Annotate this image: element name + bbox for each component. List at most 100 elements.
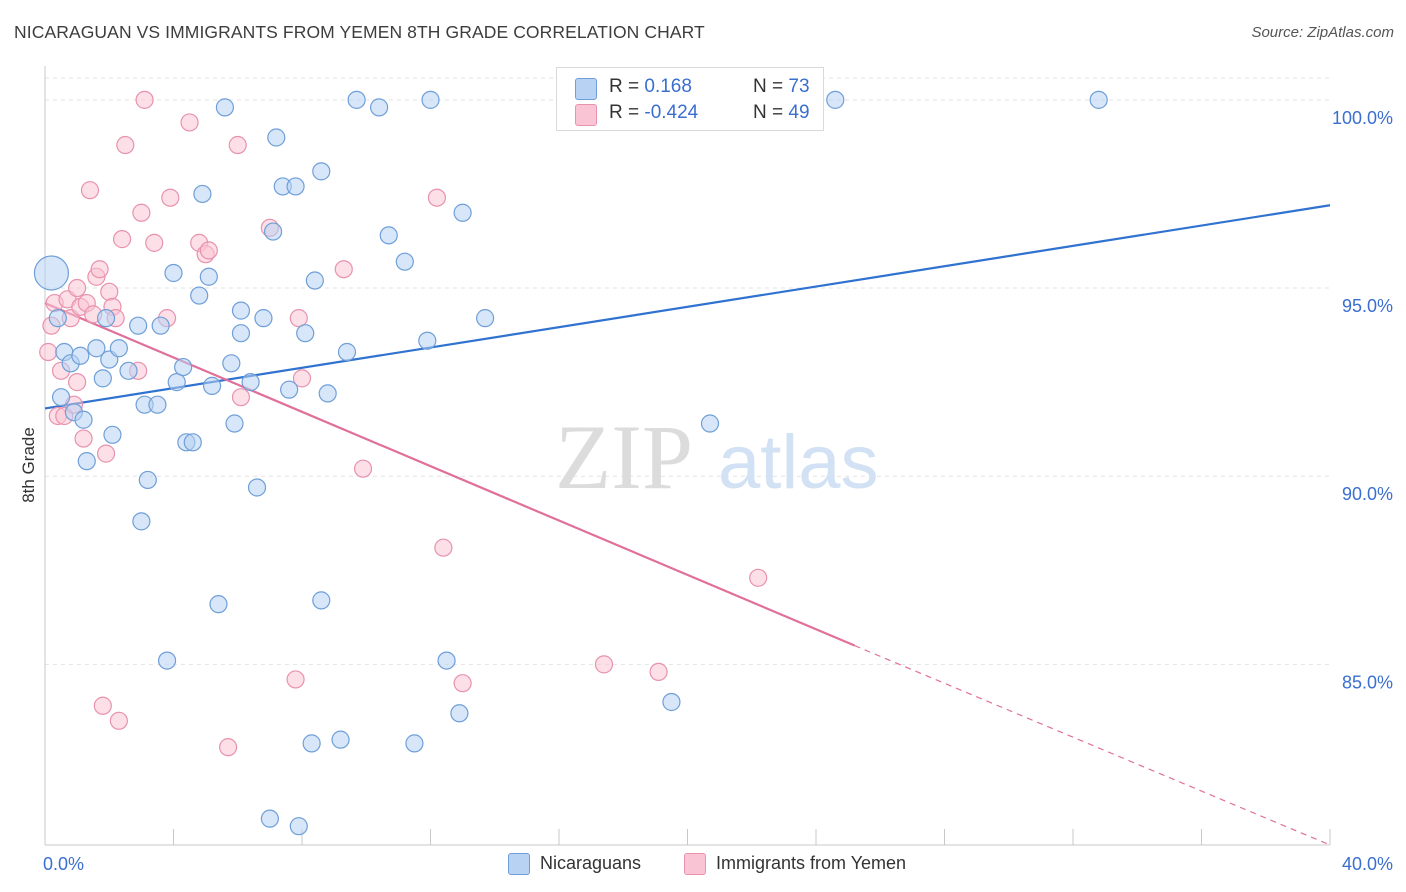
data-point-nicaraguans [312,162,331,181]
data-point-yemen [427,188,447,207]
data-point-nicaraguans [132,512,151,531]
data-point-nicaraguans [437,651,456,670]
data-point-yemen [135,90,154,109]
data-point-nicaraguans [138,470,157,490]
data-point-nicaraguans [129,316,148,335]
data-point-nicaraguans [826,90,845,109]
data-point-nicaraguans [289,817,308,836]
y-tick-label: 95.0% [1342,296,1393,316]
data-point-nicaraguans [209,595,228,614]
data-point-nicaraguans [337,342,357,362]
data-point-yemen [292,369,312,388]
series-label: Immigrants from Yemen [716,853,907,873]
data-point-nicaraguans [48,309,67,328]
data-point-nicaraguans [183,433,202,452]
data-point-nicaraguans [87,339,106,358]
legend-r-value: 0.168 [644,76,692,97]
data-point-yemen [749,568,768,587]
data-point-nicaraguans [96,309,116,328]
series-swatch-blue [508,853,530,875]
data-point-nicaraguans [453,203,472,222]
data-point-nicaraguans [202,376,222,395]
data-point-yemen [180,113,199,132]
watermark: ZIP atlas [555,406,879,508]
data-point-nicaraguans [148,395,167,414]
data-point-yemen [112,230,132,249]
data-point-nicaraguans [51,388,71,407]
data-point-yemen [353,459,373,478]
legend-n-value: 49 [788,102,810,123]
data-point-nicaraguans [302,734,321,753]
trend-line-nicaraguans [44,204,1331,410]
data-point-nicaraguans [450,704,469,723]
grid-layer [45,77,1330,665]
legend-n: N = 49 [753,102,810,123]
data-point-yemen [289,309,308,328]
data-point-nicaraguans [312,591,331,610]
data-point-yemen [286,670,305,689]
data-point-yemen [74,429,93,448]
data-point-nicaraguans [260,809,279,828]
data-point-yemen [334,260,353,279]
data-point-nicaraguans [199,267,218,286]
y-tick-label: 90.0% [1342,484,1393,504]
data-point-nicaraguans [421,90,440,109]
watermark-atlas: atlas [718,420,879,505]
data-point-nicaraguans [347,90,366,109]
legend-r-value: -0.424 [644,102,699,123]
data-point-nicaraguans [167,373,186,392]
x-tick-label: 0.0% [43,854,84,874]
data-point-nicaraguans [1089,90,1108,109]
data-point-yemen [100,282,119,301]
data-point-yemen [199,241,218,260]
data-point-yemen [96,444,116,463]
watermark-zip: ZIP [555,406,693,508]
data-point-nicaraguans [370,98,389,117]
correlation-legend: R = 0.168 N = 73 R = -0.424 N = 49 [556,67,824,131]
data-point-yemen [594,655,614,674]
data-point-nicaraguans [379,226,398,245]
data-point-yemen [68,278,87,298]
data-point-nicaraguans [247,478,267,497]
legend-n: N = 73 [753,76,810,97]
data-point-yemen [145,233,164,252]
data-point-nicaraguans [77,452,96,471]
x-tick-label: 40.0% [1342,854,1393,874]
data-point-nicaraguans [93,369,112,388]
data-point-yemen [116,135,135,155]
data-point-nicaraguans [164,263,183,283]
source-credit: Source: ZipAtlas.com [1251,24,1394,41]
data-point-nicaraguans [662,692,681,712]
data-point-yemen [93,696,112,715]
data-point-nicaraguans [225,414,244,433]
data-point-yemen [219,738,238,757]
data-point-nicaraguans [286,177,305,196]
series-label: Nicaraguans [540,853,642,873]
data-point-nicaraguans [231,301,251,320]
data-point-yemen [228,135,247,155]
data-point-nicaraguans [267,128,286,147]
data-point-nicaraguans [33,255,70,291]
data-point-nicaraguans [119,361,138,380]
legend-r: R = -0.424 [609,102,699,123]
data-point-nicaraguans [174,357,193,377]
data-point-yemen [161,188,180,207]
data-point-nicaraguans [193,184,212,204]
series-swatch-pink [684,853,706,875]
data-point-nicaraguans [74,410,93,429]
data-point-nicaraguans [241,373,260,392]
data-point-nicaraguans [151,316,170,335]
legend-n-value: 73 [788,76,810,97]
trend-layer [44,204,1331,846]
data-point-nicaraguans [418,331,437,350]
data-point-nicaraguans [222,354,241,373]
data-point-yemen [109,711,128,730]
y-tick-label: 100.0% [1332,108,1393,128]
legend-r: R = 0.168 [609,76,692,97]
data-point-yemen [90,260,109,279]
data-point-nicaraguans [215,98,234,117]
data-point-nicaraguans [263,222,283,241]
data-point-nicaraguans [296,324,315,343]
data-point-nicaraguans [476,309,495,328]
